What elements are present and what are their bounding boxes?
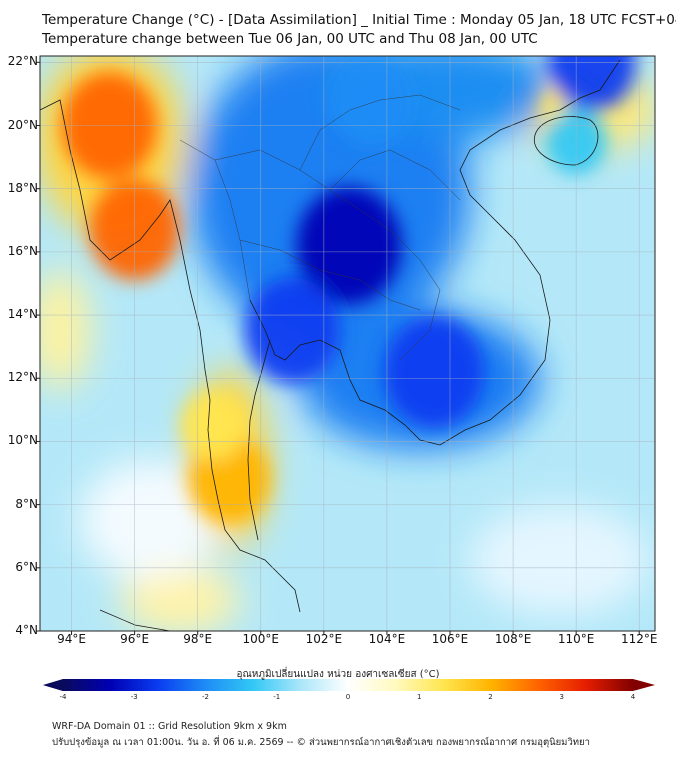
colorbar-max-arrow	[633, 679, 655, 691]
latitude-label: 10°N	[7, 433, 38, 448]
longitude-label: 94°E	[57, 632, 86, 646]
latitude-label: 18°N	[7, 180, 38, 195]
longitude-label: 102°E	[305, 632, 343, 646]
latitude-label: 22°N	[7, 54, 38, 69]
longitude-label: 110°E	[557, 632, 595, 646]
map-frame	[39, 55, 656, 632]
longitude-label: 96°E	[120, 632, 150, 646]
longitude-label: 98°E	[183, 632, 213, 646]
longitude-label: 106°E	[431, 632, 469, 646]
colorbar-tick-label: 3	[559, 693, 564, 701]
country-borders	[179, 94, 461, 361]
chart-subtitle: Temperature change between Tue 06 Jan, 0…	[42, 31, 538, 47]
colorbar-tick-label: 2	[488, 693, 493, 701]
latitude-label: 8°N	[15, 496, 38, 511]
cooling-anomaly	[244, 277, 340, 385]
axis-ticks	[36, 61, 640, 635]
cooling-anomaly	[384, 315, 485, 428]
colorbar-tick-label: -2	[202, 693, 209, 701]
colorbar-label: อุณหภูมิเปลี่ยนแปลง หน่วย องศาเซลเซียส (…	[236, 669, 440, 680]
latitude-label: 12°N	[7, 370, 38, 385]
colorbar	[43, 679, 655, 691]
warming-anomaly	[181, 390, 246, 461]
graticule	[40, 56, 655, 631]
colorbar-gradient	[63, 679, 633, 691]
cooling-anomaly	[296, 186, 402, 305]
colorbar-tick-label: 4	[630, 693, 636, 701]
colorbar-tick-label: 0	[345, 693, 351, 701]
longitude-label: 108°E	[494, 632, 532, 646]
colorbar-tick-label: 1	[417, 693, 422, 701]
footer-update-info: ปรับปรุงข้อมูล ณ เวลา 01:00น. วัน อ. ที่…	[52, 737, 590, 748]
colorbar-min-arrow-shape	[43, 679, 63, 691]
latitude-label: 20°N	[7, 117, 38, 132]
latitude-label: 6°N	[15, 559, 38, 574]
latitude-label: 14°N	[7, 307, 38, 322]
colorbar-tick-label: -4	[59, 693, 67, 701]
longitude-label: 104°E	[368, 632, 406, 646]
latitude-label: 4°N	[15, 623, 38, 637]
chart-title: Temperature Change (°C) - [Data Assimila…	[42, 12, 676, 28]
latitude-label: 16°N	[7, 243, 38, 258]
longitude-label: 112°E	[620, 632, 658, 646]
colorbar-tick-label: -1	[273, 693, 281, 701]
cooling-anomaly	[330, 56, 412, 146]
map-panel	[40, 56, 655, 631]
longitude-label: 100°E	[242, 632, 280, 646]
coastlines	[40, 59, 621, 631]
footer-model-info: WRF-DA Domain 01 :: Grid Resolution 9km …	[52, 721, 287, 732]
colorbar-tick-label: -3	[130, 693, 138, 701]
